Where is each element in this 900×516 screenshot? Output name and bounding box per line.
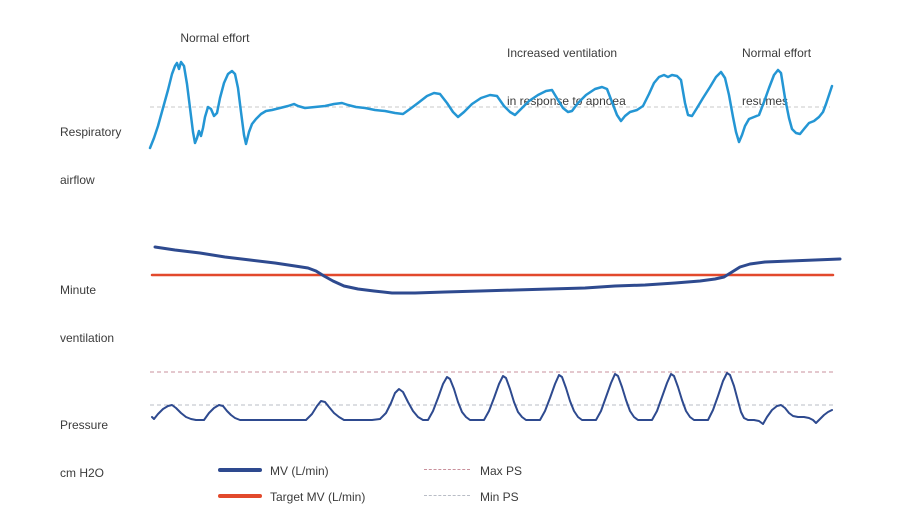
annotation-resumes-line1: Normal effort	[742, 46, 812, 60]
row-label-respiratory-airflow: Respiratory airflow	[60, 92, 121, 220]
pressure-waveform	[151, 372, 833, 425]
legend-label-mv: MV (L/min)	[270, 464, 329, 478]
legend-swatch-max-ps-line	[424, 469, 470, 470]
row-label-pressure: Pressure cm H2O	[60, 385, 108, 513]
airflow-waveform	[148, 60, 834, 150]
row-label-pressure-line2: cm H2O	[60, 466, 105, 480]
annotation-increased-ventilation-line1: Increased ventilation	[507, 46, 618, 60]
legend-label-max-ps: Max PS	[480, 464, 523, 478]
annotation-normal-effort-resumes: Normal effort resumes	[742, 13, 811, 141]
row-label-airflow-line1: Respiratory	[60, 125, 122, 139]
mv-curve	[153, 245, 842, 295]
legend-swatch-target-mv-line	[218, 494, 262, 498]
annotation-increased-ventilation: Increased ventilation in response to apn…	[507, 13, 626, 141]
row-label-mv-line2: ventilation	[60, 331, 115, 345]
row-label-pressure-line1: Pressure	[60, 418, 109, 432]
legend-swatch-mv-line	[218, 468, 262, 472]
row-label-minute-ventilation: Minute ventilation	[60, 250, 114, 378]
legend-label-min-ps: Min PS	[480, 490, 519, 504]
legend-label-target-mv: Target MV (L/min)	[270, 490, 366, 504]
annotation-normal-effort: Normal effort	[167, 14, 249, 62]
row-label-airflow-line2: airflow	[60, 173, 95, 187]
annotation-normal-effort-text: Normal effort	[180, 31, 250, 45]
row-label-mv-line1: Minute	[60, 283, 97, 297]
legend-swatch-min-ps-line	[424, 495, 470, 496]
